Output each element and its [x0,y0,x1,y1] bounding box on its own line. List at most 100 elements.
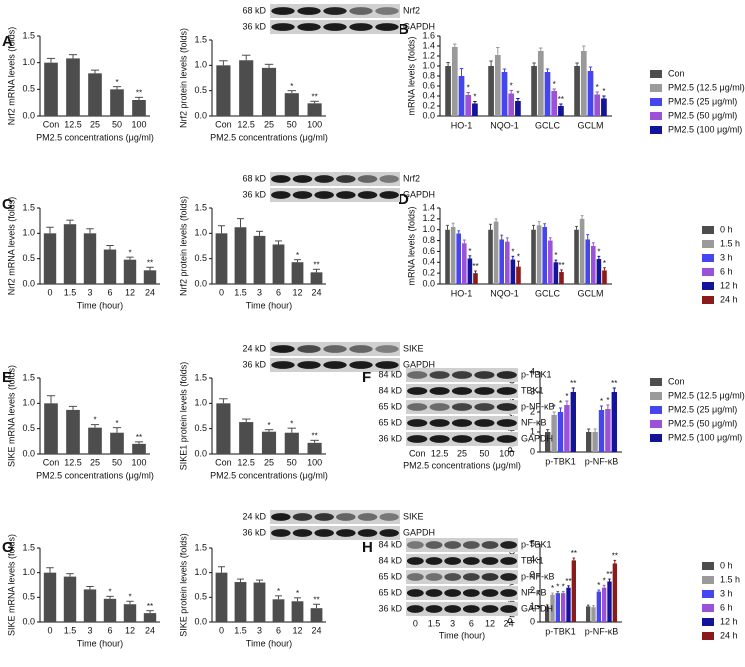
blot-band [323,23,347,31]
x-tick-label: Con [215,457,232,467]
x-tick-label: 100 [131,119,146,129]
significance-label: ** [558,95,564,104]
bar [66,58,80,116]
panel-letter: C [2,196,13,213]
y-tick-label: 0.8 [422,235,435,245]
blot-band [379,513,399,521]
legend-label: 6 h [720,266,733,276]
significance-label: ** [558,261,564,270]
blot-band [429,419,450,427]
blot-band [271,345,295,353]
bar [473,273,478,284]
significance-label: ** [313,260,319,269]
blot-band [444,573,462,581]
legend-swatch [702,590,714,598]
blot-band [496,371,517,379]
blot-axis-label: PM2.5 concentrations (μg/ml) [403,460,521,470]
bar [253,582,266,622]
y-tick-label: 0.8 [422,70,435,80]
blot-band [496,435,517,443]
bar [234,582,247,622]
y-tick-label: 0.5 [22,253,35,263]
x-tick-label: 1.5 [64,625,77,635]
blot-band [314,513,334,521]
legend-label: PM2.5 (25 μg/ml) [668,96,737,106]
panel-letter: G [2,539,14,556]
bar [103,249,117,284]
legend-label: 12 h [720,616,738,626]
x-axis-label: Time (hour) [246,300,292,310]
y-tick-label: 1 [530,601,535,611]
x-tick-label: 6 [276,287,281,297]
blot-band [451,371,473,379]
legend-swatch [702,268,714,276]
bar [43,572,57,622]
blot-band [271,361,295,369]
bar [591,246,596,284]
bar [564,405,570,452]
blot-band [451,419,473,427]
legend-swatch [650,70,662,78]
y-tick-label: 0.4 [422,257,435,267]
legend-label: PM2.5 (100 μg/ml) [668,124,742,134]
legend-swatch [650,126,662,134]
legend-swatch [650,392,662,400]
bar [550,594,555,622]
bar [43,233,57,284]
significance-label: * [551,584,554,593]
blot-band [375,23,399,31]
bar [66,409,80,454]
x-tick-label: 1.5 [64,287,77,297]
blot-protein-label: p-TBK1 [521,539,552,549]
blot-band [292,175,313,183]
bar [272,244,285,284]
blot-band [462,557,480,565]
y-tick-label: 0.0 [22,616,35,626]
bar [591,607,596,622]
x-tick-label: GCLC [535,120,561,130]
blot-band [349,7,373,15]
x-tick-label: HO-1 [451,288,473,298]
y-axis-label: SIKE protein levels (folds) [178,533,188,637]
significance-label: ** [311,92,317,101]
legend-label: PM2.5 (25 μg/ml) [668,404,737,414]
legend-swatch [650,434,662,442]
bar [110,432,124,454]
blot-band [500,589,518,597]
x-tick-label: 25 [90,457,100,467]
bar [456,233,461,284]
blot-band [271,191,291,199]
x-tick-label: 3 [87,625,92,635]
y-axis-label: Nrf2 protein levels (folds) [178,28,188,128]
x-tick-label: 12 [125,287,135,297]
legend-swatch [702,240,714,248]
blot-band [379,191,399,199]
y-tick-label: 5 [530,538,535,548]
x-tick-label: p-TBK1 [545,626,576,636]
legend-swatch [650,406,662,414]
legend-swatch [650,84,662,92]
blot-band [462,573,480,581]
y-tick-label: 1.5 [194,202,207,212]
blot-lane-label: 100 [499,448,514,458]
significance-label: ** [136,88,142,97]
x-tick-label: p-NF-κB [585,626,619,636]
legend-swatch [702,282,714,290]
blot-kd-label: 65 kD [378,417,402,427]
blot-band [474,387,495,395]
bar [574,229,579,284]
bar [531,66,537,116]
y-tick-label: 1 [530,426,535,436]
blot-band [481,589,499,597]
significance-label: ** [606,570,612,579]
x-tick-label: p-TBK1 [545,456,576,466]
blot-kd-label: 65 kD [378,587,402,597]
bar [508,93,515,116]
blot-kd-label: 84 kD [378,369,402,379]
blot-lane-label: 25 [457,448,467,458]
blot-band [297,345,321,353]
blot-band [407,403,428,411]
blot-kd-label: 36 kD [242,189,266,199]
blot-band [336,529,356,537]
blot-lane-label: 1.5 [428,618,441,628]
